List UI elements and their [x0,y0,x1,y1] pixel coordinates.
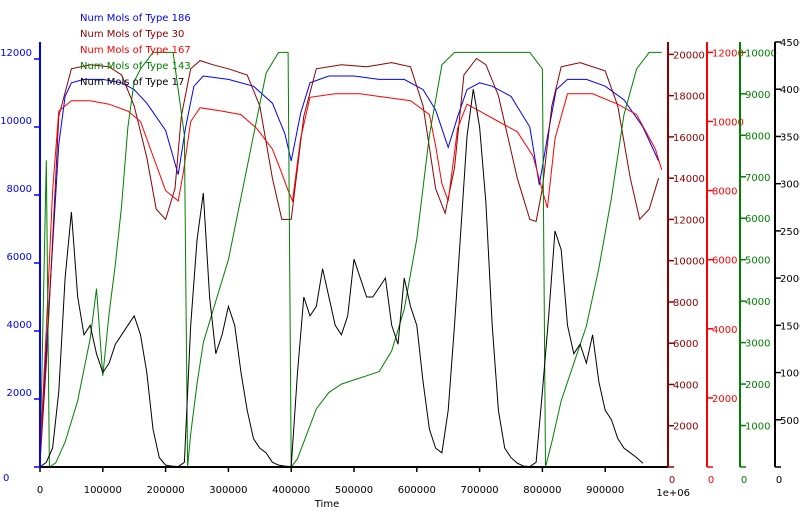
x-tick-label: 900000 [586,485,624,496]
y-tick-label-ax5: 3500 [780,132,800,143]
x-tick-label: 400000 [272,485,310,496]
y-tick-label-ax5: 4500 [780,38,800,49]
y-tick-label-ax1: 12000 [0,48,32,59]
y-tick-label-ax1: 8000 [7,184,32,195]
y-tick-label-ax5: 500 [780,416,799,427]
legend: Num Mols of Type 186 Num Mols of Type 30 N… [80,13,191,88]
y-tick-label-ax1: 6000 [7,252,32,263]
y-tick-label-ax2: 4000 [673,380,698,391]
y-tick-label-ax2: 2000 [673,422,698,433]
x-axis-label: Time [314,499,339,510]
y-tick-label-ax2: 8000 [673,298,698,309]
series-line-4 [39,51,662,469]
axis-layer: 0 100000 200000 300000 400000 500000 600000 700… [0,38,800,496]
y-tick-label-ax3: 10000 [712,117,744,128]
y-tick-label-ax4: 10000 [745,48,777,59]
y-tick-label-ax1: 10000 [0,116,32,127]
series-layer [39,51,663,469]
x-tick-label: 100000 [84,485,122,496]
y-tick-label-ax5: 2000 [780,274,800,285]
series-line-1 [39,75,660,454]
y-tick-label-ax4: 9000 [745,90,770,101]
y-tick-label-ax3: 6000 [712,256,737,267]
legend-entry-4: Num Mols of Type 143 [80,61,191,72]
y-tick-label-ax2: 20000 [673,50,705,61]
series-line-2 [39,57,660,463]
series-line-5 [39,89,644,468]
legend-entry-5: Num Mols of Type 17 [80,77,184,88]
y-tick-label-ax5: 1500 [780,321,800,332]
series-line-3 [39,93,663,457]
y-tick-label-ax5: 3000 [780,180,800,191]
x-tick-label: 0 [37,485,43,496]
y-tick-label-ax3: 2000 [712,394,737,405]
y-tick-label-ax1: 0 [3,473,9,484]
legend-entry-3: Num Mols of Type 167 [80,45,191,56]
legend-entry-1: Num Mols of Type 186 [80,13,191,24]
y-tick-label-ax3: 4000 [712,325,737,336]
y-tick-label-ax2: 18000 [673,92,705,103]
y-tick-label-ax4: 1000 [745,422,770,433]
y-tick-label-ax1: 4000 [7,320,32,331]
y-tick-label-ax4: 6000 [745,214,770,225]
x-tick-label: 700000 [461,485,499,496]
x-tick-label: 500000 [335,485,373,496]
y-tick-label-ax4: 4000 [745,297,770,308]
y-tick-label-ax5: 0 [776,475,782,486]
y-tick-label-ax5: 1000 [780,369,800,380]
x-tick-label: 600000 [398,485,436,496]
y-tick-label-ax2: 10000 [673,257,705,268]
x-tick-label: 800000 [523,485,561,496]
y-tick-label-ax2: 16000 [673,133,705,144]
y-tick-label-ax4: 0 [741,475,747,486]
y-tick-label-ax4: 7000 [745,173,770,184]
y-tick-label-ax4: 5000 [745,256,770,267]
y-tick-label-ax2: 12000 [673,215,705,226]
y-tick-label-ax1: 2000 [7,388,32,399]
y-tick-label-ax2: 0 [669,475,675,486]
legend-entry-2: Num Mols of Type 30 [80,29,184,40]
y-tick-label-ax4: 8000 [745,131,770,142]
y-tick-label-ax2: 6000 [673,339,698,350]
y-tick-label-ax2: 14000 [673,174,705,185]
y-tick-label-ax5: 4000 [780,85,800,96]
y-tick-label-ax4: 3000 [745,339,770,350]
y-tick-label-ax3: 8000 [712,187,737,198]
x-tick-label: 200000 [147,485,185,496]
x-exponent-label: 1e+06 [656,488,690,499]
y-tick-label-ax5: 2500 [780,227,800,238]
y-tick-label-ax4: 2000 [745,380,770,391]
y-tick-label-ax3: 0 [708,475,714,486]
y-tick-label-ax3: 12000 [712,48,744,59]
x-tick-label: 300000 [209,485,247,496]
